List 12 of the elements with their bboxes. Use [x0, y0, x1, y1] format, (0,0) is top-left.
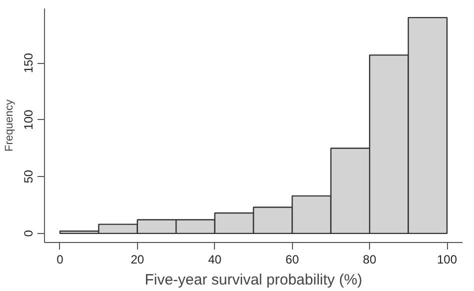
x-axis-title: Five-year survival probability (%) — [144, 272, 362, 288]
x-tick-label: 60 — [286, 252, 300, 266]
y-tick-label: 0 — [22, 230, 36, 237]
y-tick-label: 150 — [22, 52, 36, 74]
x-tick-label: 0 — [56, 252, 64, 266]
x-tick-label: 80 — [362, 252, 377, 266]
y-tick-label: 100 — [22, 109, 36, 130]
y-tick-label: 50 — [22, 170, 36, 184]
x-tick-label: 100 — [437, 252, 458, 266]
x-tick-label: 40 — [208, 252, 222, 266]
y-axis-title: Frequency — [4, 99, 16, 152]
x-tick-label: 20 — [130, 252, 144, 266]
